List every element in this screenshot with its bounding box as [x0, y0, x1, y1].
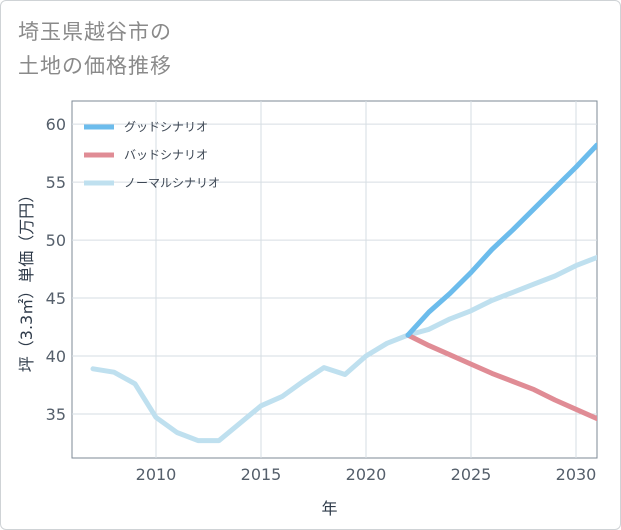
- x-tick-label: 2025: [451, 465, 492, 484]
- y-tick-label: 55: [46, 173, 66, 192]
- series-line-bad: [405, 332, 597, 422]
- x-axis-label: 年: [321, 499, 337, 518]
- x-axis-ticks: 2010 2015 2020 2025 2030: [136, 465, 597, 484]
- x-tick-label: 2020: [346, 465, 387, 484]
- legend-item-good[interactable]: グッドシナリオ: [84, 120, 208, 134]
- x-tick-label: 2030: [556, 465, 597, 484]
- plot-area: [71, 100, 598, 459]
- chart-title-line2: 土地の価格推移: [18, 54, 172, 78]
- chart-title-line1: 埼玉県越谷市の: [18, 20, 172, 44]
- legend-item-bad[interactable]: バッドシナリオ: [84, 148, 208, 162]
- chart-title: 埼玉県越谷市の 土地の価格推移: [18, 15, 172, 83]
- legend-label-normal: ノーマルシナリオ: [124, 176, 220, 190]
- series-line-normal: [90, 255, 597, 444]
- y-axis-label: 坪（3.3㎡）単価（万円）: [17, 187, 36, 372]
- legend-label-bad: バッドシナリオ: [124, 148, 208, 162]
- series-line-good: [405, 142, 597, 338]
- y-tick-label: 60: [46, 115, 66, 134]
- legend-item-normal[interactable]: ノーマルシナリオ: [84, 176, 220, 190]
- x-tick-label: 2010: [136, 465, 177, 484]
- x-tick-label: 2015: [241, 465, 282, 484]
- y-tick-label: 40: [46, 347, 66, 366]
- grid-lines: [72, 101, 597, 458]
- y-tick-label: 50: [46, 231, 66, 250]
- y-tick-label: 35: [46, 405, 66, 424]
- y-tick-label: 45: [46, 289, 66, 308]
- series-lines: [90, 142, 597, 444]
- legend-label-good: グッドシナリオ: [124, 120, 208, 134]
- y-axis-ticks: 35 40 45 50 55 60: [46, 115, 66, 424]
